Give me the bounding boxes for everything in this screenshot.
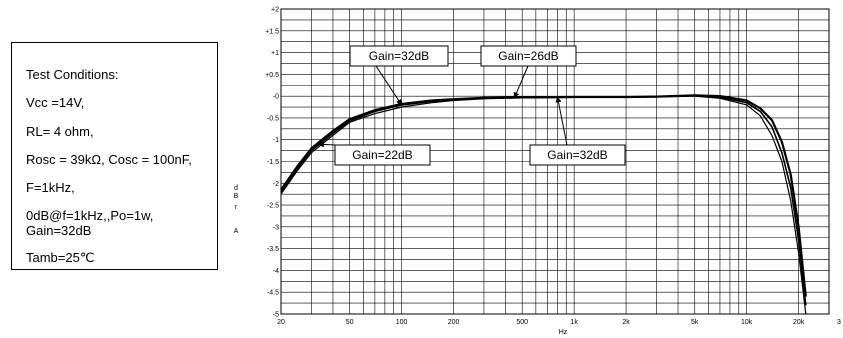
y-tick-label: -3	[273, 224, 279, 231]
x-tick-label: 200	[448, 319, 460, 326]
y-tick-label: +2	[271, 7, 279, 14]
conditions-line: Tamb=25℃	[26, 250, 95, 265]
y-tick-label: -1	[273, 137, 279, 144]
x-tick-label: 50	[346, 319, 354, 326]
annotation-label: Gain=32dB	[547, 148, 607, 162]
test-conditions-box: Test Conditions: Vcc =14V, RL= 4 ohm, Ro…	[11, 42, 218, 270]
annotation-box	[480, 45, 577, 67]
y-tick-label: -4.5	[267, 290, 279, 297]
x-tick-label: 5k	[691, 319, 699, 326]
annotation-label: Gain=26dB	[498, 49, 558, 63]
annotation-box	[529, 144, 626, 166]
x-tick-label: 10k	[741, 319, 753, 326]
conditions-line: Rosc = 39kΩ, Cosc = 100nF,	[26, 152, 192, 167]
annotation-arrow	[555, 96, 568, 146]
x-tick-label: 20	[277, 319, 285, 326]
conditions-line: Gain=32dB	[26, 223, 92, 238]
annotation-arrow	[317, 141, 336, 148]
x-tick-label: 500	[516, 319, 528, 326]
y-tick-label: -0.5	[267, 115, 279, 122]
y-tick-label: -0	[273, 94, 279, 101]
y-tick-label: -5	[273, 312, 279, 319]
y-axis-label: d	[234, 185, 238, 192]
x-tick-label: 2k	[622, 319, 630, 326]
conditions-line: RL= 4 ohm,	[26, 124, 94, 139]
y-axis-label: A	[234, 228, 239, 235]
y-tick-label: +1	[271, 50, 279, 57]
y-tick-label: -1.5	[267, 159, 279, 166]
y-tick-label: +1.5	[265, 28, 279, 35]
annotation-arrow	[513, 65, 529, 99]
conditions-line: 0dB@f=1kHz,,Po=1w,	[26, 208, 154, 223]
x-axis-label: Hz	[559, 329, 568, 336]
annotation-box	[349, 45, 449, 67]
y-tick-label: -3.5	[267, 246, 279, 253]
conditions-line: Vcc =14V,	[26, 95, 85, 110]
annotation-label: Gain=22dB	[352, 148, 412, 162]
series-line	[280, 94, 807, 297]
conditions-line: Test Conditions:	[26, 67, 119, 82]
x-tick-label: 20k	[793, 319, 805, 326]
y-tick-label: -2	[273, 181, 279, 188]
x-tick-label: 3	[837, 319, 841, 326]
y-axis-label: B	[234, 193, 239, 200]
y-axis-label: r	[235, 204, 238, 211]
annotation-box	[334, 144, 431, 166]
y-tick-label: -2.5	[267, 203, 279, 210]
annotation-arrow	[375, 65, 403, 106]
conditions-line: F=1kHz,	[26, 180, 75, 195]
x-tick-label: 1k	[570, 319, 578, 326]
y-tick-label: -4	[273, 268, 279, 275]
x-tick-label: 100	[396, 319, 408, 326]
y-tick-label: +0.5	[265, 72, 279, 79]
annotation-label: Gain=32dB	[369, 49, 429, 63]
